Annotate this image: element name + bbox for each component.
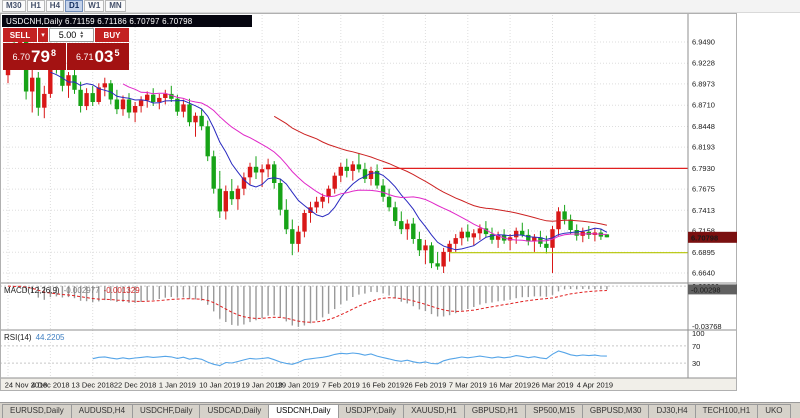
rsi-name: RSI(14) [4, 333, 32, 342]
volume-dropdown-icon[interactable]: ▾ [38, 28, 48, 42]
svg-text:4 Dec 2018: 4 Dec 2018 [31, 381, 69, 390]
buy-price-prefix: 6.71 [76, 51, 94, 62]
volume-value: 5.00 [58, 30, 77, 40]
svg-text:6.8710: 6.8710 [692, 101, 715, 110]
rsi-value: 44.2205 [35, 333, 65, 342]
chart-tab-sp500-m15[interactable]: SP500,M15 [525, 404, 583, 418]
svg-text:16 Feb 2019: 16 Feb 2019 [362, 381, 404, 390]
svg-text:30: 30 [692, 359, 700, 368]
svg-text:6.7413: 6.7413 [692, 206, 715, 215]
svg-text:6.6895: 6.6895 [692, 248, 715, 257]
buy-price-display[interactable]: 6.71 03 5 [66, 43, 129, 70]
chart-tab-gbpusd-h1[interactable]: GBPUSD,H1 [463, 404, 527, 418]
timeframe-button-w1[interactable]: W1 [84, 0, 105, 12]
svg-text:6.8973: 6.8973 [692, 79, 715, 88]
svg-text:22 Dec 2018: 22 Dec 2018 [114, 381, 157, 390]
chart-window: 24 Nov 2018 4 Dec 2018 13 Dec 2018 22 Dec 2… [0, 13, 737, 391]
svg-text:6.6640: 6.6640 [692, 269, 715, 278]
macd-value-main: -0.002977 [63, 286, 100, 295]
svg-text:29 Jan 2019: 29 Jan 2019 [278, 381, 319, 390]
svg-text:4 Apr 2019: 4 Apr 2019 [577, 381, 613, 390]
chart-tab-gbpusd-m30[interactable]: GBPUSD,M30 [581, 404, 650, 418]
chart-title-bar: USDCNH,Daily 6.71159 6.71186 6.70797 6.7… [2, 15, 252, 27]
svg-text:6.7158: 6.7158 [692, 227, 715, 236]
svg-text:6.7930: 6.7930 [692, 164, 715, 173]
chart-tab-usdjpy-daily[interactable]: USDJPY,Daily [337, 404, 405, 418]
chart-tab-audusd-h4[interactable]: AUDUSD,H4 [70, 404, 134, 418]
chart-tab-usdcnh-daily[interactable]: USDCNH,Daily [268, 404, 339, 418]
macd-value-signal: -0.001329 [103, 286, 140, 295]
svg-text:-0.03768: -0.03768 [692, 322, 722, 331]
sell-price-big: 79 [31, 47, 50, 66]
svg-text:13 Dec 2018: 13 Dec 2018 [71, 381, 114, 390]
svg-text:100: 100 [692, 329, 705, 338]
svg-text:6.9228: 6.9228 [692, 59, 715, 68]
volume-spinner-icon[interactable]: ▲ ▼ [79, 30, 85, 40]
chart-tab-usdchf-daily[interactable]: USDCHF,Daily [132, 404, 201, 418]
buy-button[interactable]: BUY [95, 28, 129, 42]
svg-text:6.8193: 6.8193 [692, 143, 715, 152]
svg-text:6.7675: 6.7675 [692, 185, 715, 194]
svg-text:1 Jan 2019: 1 Jan 2019 [159, 381, 196, 390]
chart-tab-xauusd-h1[interactable]: XAUUSD,H1 [403, 404, 465, 418]
timeframe-button-h1[interactable]: H1 [26, 0, 45, 12]
chart-tab-dj30-h4[interactable]: DJ30,H4 [648, 404, 696, 418]
svg-text:19 Jan 2019: 19 Jan 2019 [241, 381, 282, 390]
timeframe-toolbar: M30 H1 H4 D1 W1 MN [0, 0, 800, 13]
svg-text:24 Nov 2018: 24 Nov 2018 [5, 381, 48, 390]
svg-text:26 Mar 2019: 26 Mar 2019 [531, 381, 573, 390]
svg-text:7 Feb 2019: 7 Feb 2019 [322, 381, 360, 390]
volume-input[interactable]: 5.00 ▲ ▼ [49, 28, 94, 42]
svg-text:16 Mar 2019: 16 Mar 2019 [489, 381, 531, 390]
timeframe-button-m30[interactable]: M30 [2, 0, 26, 12]
macd-name: MACD(12,26,9) [4, 286, 60, 295]
timeframe-button-d1[interactable]: D1 [65, 0, 84, 12]
svg-text:26 Feb 2019: 26 Feb 2019 [404, 381, 446, 390]
one-click-trading-panel: SELL ▾ 5.00 ▲ ▼ BUY 6.70 79 8 6.71 03 5 [3, 28, 129, 70]
chart-tab-bar: EURUSD,Daily AUDUSD,H4 USDCHF,Daily USDCAD,… [0, 402, 800, 418]
sell-price-display[interactable]: 6.70 79 8 [3, 43, 66, 70]
chart-tab-tech100-h1[interactable]: TECH100,H1 [694, 404, 759, 418]
svg-text:10 Jan 2019: 10 Jan 2019 [199, 381, 240, 390]
chart-tab-eurusd-daily[interactable]: EURUSD,Daily [2, 404, 72, 418]
sell-button[interactable]: SELL [3, 28, 37, 42]
buy-price-sup: 5 [114, 47, 120, 58]
svg-text:-0.00298: -0.00298 [691, 285, 721, 294]
sell-price-sup: 8 [50, 47, 56, 58]
sell-price-prefix: 6.70 [12, 51, 31, 62]
svg-text:7 Mar 2019: 7 Mar 2019 [449, 381, 487, 390]
chart-tab-uko[interactable]: UKO [757, 404, 791, 418]
svg-text:6.70798: 6.70798 [691, 233, 718, 242]
timeframe-button-mn[interactable]: MN [105, 0, 126, 12]
svg-text:6.8448: 6.8448 [692, 122, 715, 131]
timeframe-button-h4[interactable]: H4 [45, 0, 65, 12]
macd-indicator-label: MACD(12,26,9) -0.002977 -0.001329 [4, 286, 140, 295]
price-chart[interactable]: 24 Nov 2018 4 Dec 2018 13 Dec 2018 22 Dec 2… [0, 13, 737, 396]
chart-ohlc-text: USDCNH,Daily 6.71159 6.71186 6.70797 6.7… [6, 16, 193, 26]
chart-tab-usdcad-daily[interactable]: USDCAD,Daily [199, 404, 270, 418]
svg-text:6.9490: 6.9490 [692, 38, 715, 47]
rsi-indicator-label: RSI(14) 44.2205 [4, 333, 64, 342]
buy-price-big: 03 [94, 47, 114, 66]
svg-text:70: 70 [692, 342, 700, 351]
